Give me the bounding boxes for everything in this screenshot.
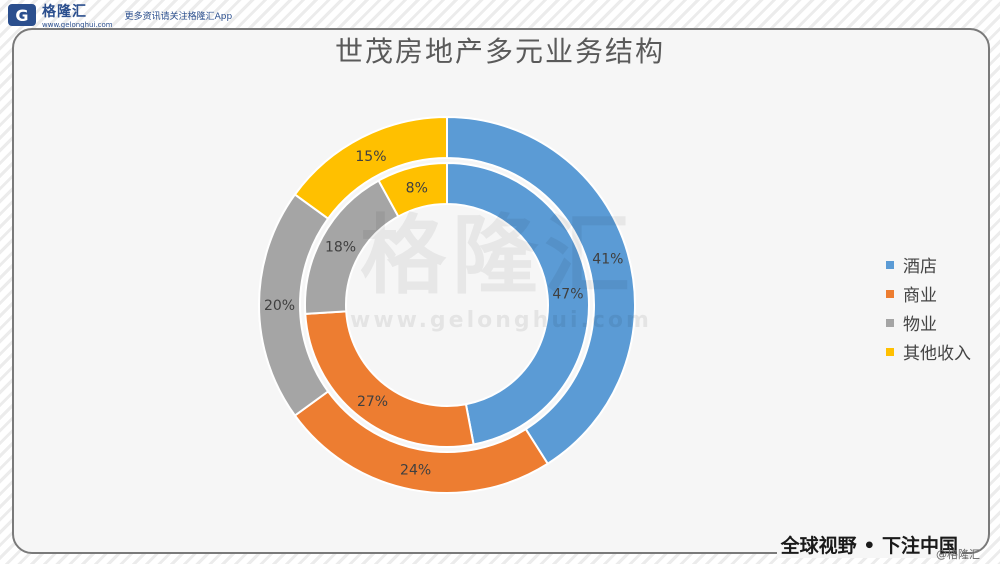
outer-slice-酒店 (446, 115, 636, 466)
inner-label-其他收入: 8% (406, 180, 428, 196)
legend-swatch (886, 347, 894, 356)
footer-slogan: 全球视野 • 下注中国 (776, 531, 962, 558)
logo-tagline: 更多资讯请关注格隆汇App (124, 11, 233, 22)
legend-label: 其他收入 (903, 344, 971, 364)
inner-slice-其他收入 (377, 161, 448, 218)
outer-label-物业: 20% (264, 298, 295, 314)
legend-item: 物业 (886, 308, 971, 337)
inner-label-商业: 27% (357, 394, 388, 410)
logo-name: 格隆汇 (42, 4, 87, 20)
legend-item: 商业 (886, 279, 971, 308)
outer-label-其他收入: 15% (355, 149, 386, 165)
outer-label-商业: 24% (400, 463, 431, 479)
logo-url: www.gelonghui.com (42, 21, 113, 29)
legend-item: 其他收入 (886, 337, 971, 366)
legend-swatch (886, 318, 894, 327)
legend-label: 物业 (903, 315, 937, 335)
watermark-name: 格隆汇 (360, 206, 636, 306)
legend-swatch (886, 260, 894, 269)
inner-label-物业: 18% (325, 239, 356, 255)
chart-title: 世茂房地产多元业务结构 (334, 35, 665, 68)
chart-slices (258, 115, 636, 494)
outer-slice-其他收入 (293, 115, 448, 220)
chart-legend: 酒店商业物业其他收入 (886, 250, 971, 366)
watermark-url: www.gelonghui.com (350, 308, 652, 333)
brand-logo: G 格隆汇 www.gelonghui.com 更多资讯请关注格隆汇App (8, 4, 233, 29)
legend-swatch (886, 289, 894, 298)
chart-data-labels: 41% 24% 20% 15% 47% 27% 18% 8% (264, 149, 623, 479)
inner-slice-酒店 (446, 161, 590, 446)
legend-label: 酒店 (903, 257, 937, 277)
outer-label-酒店: 41% (592, 251, 623, 267)
footer-copyright: @格隆汇 (936, 548, 980, 561)
inner-label-酒店: 47% (552, 287, 583, 303)
legend-label: 商业 (903, 286, 937, 306)
logo-icon: G (8, 4, 36, 26)
legend-item: 酒店 (886, 250, 971, 279)
